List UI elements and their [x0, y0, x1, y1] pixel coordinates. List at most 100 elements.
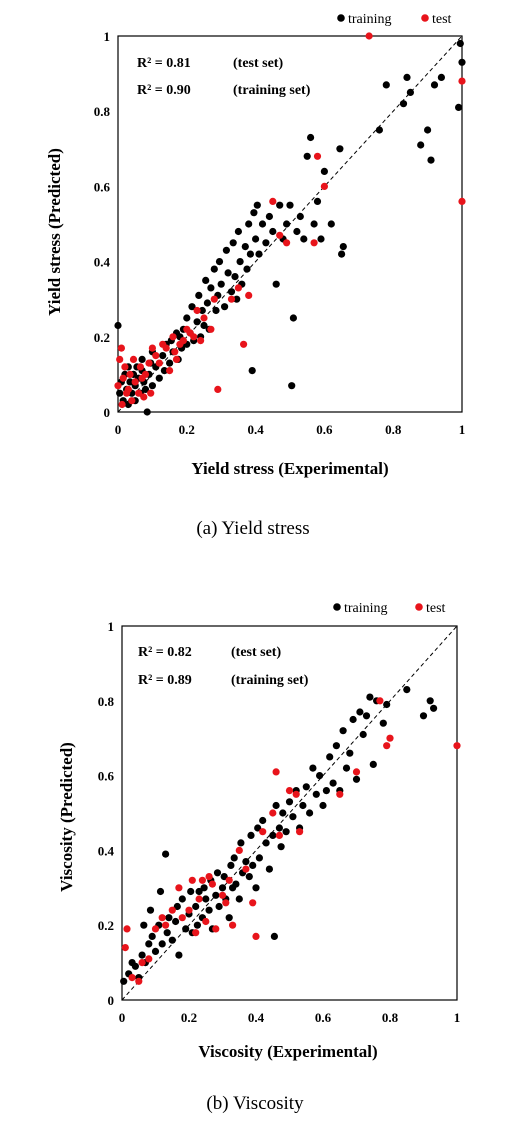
data-point-test: [117, 344, 125, 352]
data-point-training: [126, 378, 134, 386]
data-point-training: [140, 921, 148, 929]
data-point-test: [310, 239, 318, 247]
data-point-training: [336, 145, 344, 153]
data-point-test: [197, 337, 205, 345]
x-tick-label: 0.8: [382, 1010, 399, 1025]
legend-marker-test-b: [415, 603, 423, 611]
data-point-training: [427, 156, 435, 164]
data-point-test: [269, 809, 277, 817]
data-point-training: [212, 306, 220, 315]
data-point-test: [234, 284, 242, 292]
y-tick-label: 0.2: [98, 918, 114, 933]
x-tick-label: 0.2: [179, 422, 195, 437]
plot-area-a: [117, 35, 463, 413]
data-point-test: [352, 768, 361, 776]
data-point-training: [317, 235, 325, 243]
data-points-b: [120, 686, 461, 985]
data-point-test: [171, 348, 179, 356]
data-point-test: [225, 876, 233, 884]
data-point-test: [126, 370, 134, 378]
x-tick-label: 0.4: [248, 1010, 265, 1025]
data-point-test: [162, 344, 170, 352]
data-point-training: [192, 902, 200, 911]
data-point-test: [453, 742, 461, 750]
x-tick-label: 0: [115, 422, 122, 437]
r2-test-value-a: R² = 0.81: [137, 56, 191, 71]
data-point-training: [224, 269, 232, 277]
data-point-training: [255, 854, 263, 862]
data-point-test: [155, 359, 163, 367]
data-point-training: [225, 914, 233, 922]
data-point-test: [169, 333, 177, 341]
x-tick-label: 1: [454, 1010, 461, 1025]
data-point-training: [359, 730, 367, 739]
data-point-training: [203, 299, 211, 307]
data-point-training: [379, 719, 387, 727]
data-point-test: [166, 367, 174, 375]
data-point-training: [352, 775, 361, 783]
data-point-training: [182, 925, 190, 933]
y-tick-label: 0.6: [98, 769, 115, 784]
data-point-training: [327, 220, 335, 228]
data-point-test: [376, 697, 384, 705]
data-point-test: [185, 906, 193, 914]
data-point-test: [386, 734, 394, 742]
data-point-test: [207, 325, 215, 333]
data-point-training: [213, 869, 222, 877]
data-point-training: [293, 227, 301, 236]
data-point-test: [172, 355, 181, 363]
y-tick-label: 0.6: [94, 179, 111, 194]
data-point-test: [188, 876, 196, 884]
data-point-test: [151, 925, 160, 933]
data-point-training: [259, 816, 267, 825]
data-point-training: [362, 712, 371, 720]
data-point-training: [227, 861, 235, 870]
data-point-training: [243, 265, 251, 273]
data-point-training: [329, 779, 337, 787]
data-point-training: [234, 227, 242, 236]
y-tick-label: 1: [108, 619, 115, 634]
data-point-training: [198, 306, 206, 315]
data-point-training: [231, 273, 239, 281]
data-point-training: [437, 73, 445, 81]
data-point-training: [296, 212, 304, 221]
data-point-training: [245, 220, 253, 228]
data-point-training: [160, 367, 168, 375]
data-point-test: [193, 306, 201, 315]
data-point-test: [259, 828, 267, 836]
data-point-test: [208, 880, 216, 888]
data-point-training: [302, 783, 310, 791]
data-point-training: [312, 790, 320, 798]
y-tick-label: 0.8: [98, 694, 115, 709]
data-point-training: [339, 727, 347, 735]
plot-area-b: [121, 625, 458, 1001]
data-point-test: [135, 389, 143, 397]
data-point-test: [162, 921, 170, 929]
data-point-training: [403, 686, 411, 694]
legend-label-training-b: training: [344, 601, 388, 616]
data-point-training: [178, 895, 186, 903]
data-point-training: [403, 73, 411, 81]
legend-marker-training-b: [333, 603, 341, 611]
x-tick-labels-b: 0 0.2 0.4 0.6 0.8 1: [119, 1010, 461, 1025]
data-point-training: [222, 246, 230, 254]
data-point-training: [419, 712, 428, 720]
data-point-training: [172, 917, 180, 926]
data-point-test: [116, 355, 124, 363]
data-point-test: [141, 370, 150, 378]
data-point-test: [121, 944, 129, 952]
data-point-training: [207, 284, 215, 292]
data-point-test: [178, 914, 186, 922]
data-point-training: [252, 235, 260, 243]
data-point-test: [118, 400, 126, 409]
data-point-training: [326, 753, 334, 761]
data-point-test: [145, 955, 153, 963]
data-point-test: [320, 182, 328, 190]
x-tick-labels-a: 0 0.2 0.4 0.6 0.8 1: [115, 422, 466, 437]
data-point-training: [349, 715, 357, 724]
x-axis-label-a: Yield stress (Experimental): [191, 459, 388, 478]
data-point-training: [458, 58, 466, 66]
data-point-test: [296, 828, 304, 836]
data-point-test: [249, 899, 257, 907]
